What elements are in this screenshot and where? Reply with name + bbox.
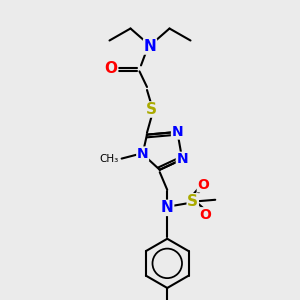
- Text: CH₃: CH₃: [99, 154, 119, 164]
- Text: S: S: [187, 194, 198, 209]
- Text: N: N: [161, 200, 174, 215]
- Text: N: N: [144, 39, 156, 54]
- Text: N: N: [172, 125, 183, 139]
- Text: N: N: [176, 152, 188, 166]
- Text: O: O: [197, 178, 209, 192]
- Text: S: S: [146, 102, 157, 117]
- Text: O: O: [199, 208, 211, 222]
- Text: O: O: [104, 61, 118, 76]
- Text: N: N: [137, 147, 148, 161]
